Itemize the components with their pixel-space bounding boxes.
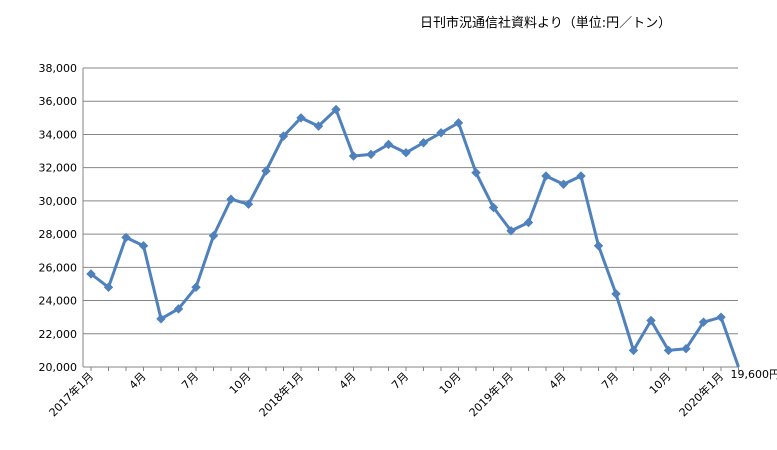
data-point <box>628 345 639 356</box>
data-point <box>558 179 569 189</box>
x-tick-label: 2017年1月 <box>46 369 96 419</box>
data-point <box>681 344 691 354</box>
x-tick-label: 7月 <box>389 370 411 392</box>
y-tick-label: 36,000 <box>39 95 78 108</box>
x-tick-label: 7月 <box>599 370 621 392</box>
x-tick-label: 2018年1月 <box>256 369 306 419</box>
data-point <box>366 149 376 160</box>
data-point <box>646 315 656 326</box>
data-point <box>698 317 709 327</box>
y-tick-label: 22,000 <box>39 328 78 341</box>
data-point <box>331 104 341 115</box>
series-line <box>90 108 740 368</box>
y-tick-label: 30,000 <box>39 195 78 208</box>
y-tick-label: 34,000 <box>39 128 78 141</box>
data-point <box>541 171 551 181</box>
data-point <box>208 231 219 241</box>
x-tick-label: 2019年1月 <box>466 369 516 419</box>
y-tick-label: 24,000 <box>39 295 78 308</box>
data-point <box>611 289 621 299</box>
data-point <box>523 217 534 228</box>
data-point <box>576 171 586 181</box>
data-point <box>278 131 289 141</box>
y-tick-label: 38,000 <box>39 62 78 75</box>
x-tick-label: 10月 <box>437 370 464 397</box>
marker-layer <box>86 104 726 356</box>
data-point <box>716 312 726 322</box>
data-point <box>138 241 149 251</box>
x-tick-label: 10月 <box>647 370 674 397</box>
data-point <box>243 199 254 209</box>
data-point <box>383 139 394 150</box>
data-point <box>488 202 499 213</box>
end-value-label: 19,600円 <box>731 368 777 381</box>
data-point <box>418 138 429 148</box>
x-tick-label: 7月 <box>179 370 201 392</box>
grid-layer <box>83 67 738 335</box>
data-point <box>191 282 201 292</box>
y-tick-label: 20,000 <box>39 361 78 374</box>
x-tick-label: 4月 <box>547 370 569 392</box>
data-point <box>453 118 464 128</box>
data-point <box>296 113 306 123</box>
data-point <box>506 226 516 236</box>
label-layer: 20,000 22,000 24,000 26,000 28,000 30,000 32,0… <box>39 62 777 419</box>
data-point <box>593 241 604 251</box>
data-point <box>261 166 271 176</box>
data-point <box>436 128 446 138</box>
y-tick-label: 28,000 <box>39 228 78 241</box>
data-point <box>121 232 131 243</box>
data-point <box>348 151 359 161</box>
data-point <box>173 304 184 314</box>
data-point <box>313 121 324 131</box>
source-note: 日刊市況通信社資料より（単位:円／トン） <box>420 16 672 31</box>
data-point <box>663 345 674 356</box>
data-point <box>226 194 236 204</box>
x-tick-label: 4月 <box>337 370 359 392</box>
axis-layer <box>82 68 739 371</box>
data-point <box>401 148 411 158</box>
data-point <box>471 167 481 178</box>
x-tick-label: 10月 <box>227 370 254 397</box>
x-tick-label: 2020年1月 <box>676 369 726 419</box>
data-point <box>156 314 166 324</box>
data-point <box>86 269 96 279</box>
y-tick-label: 26,000 <box>39 261 78 274</box>
data-point <box>103 282 114 292</box>
y-tick-label: 32,000 <box>39 162 78 175</box>
x-tick-label: 4月 <box>127 370 149 392</box>
series-layer <box>90 108 740 368</box>
